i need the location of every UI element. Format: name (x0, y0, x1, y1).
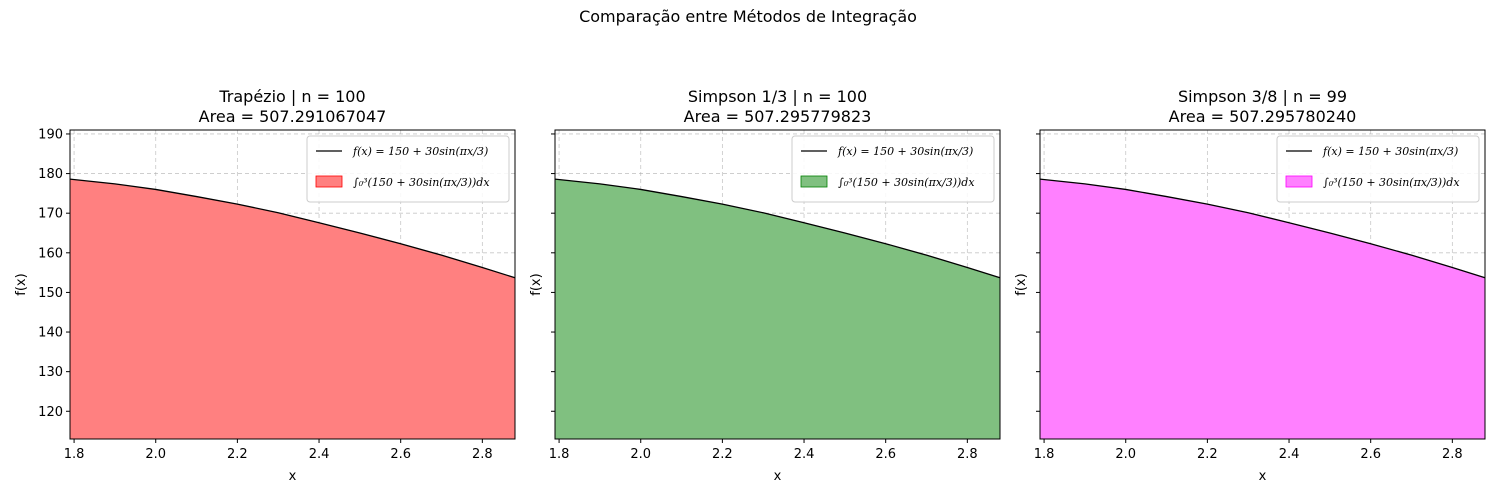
legend-box (791, 135, 995, 203)
y-axis-label: f(x) (14, 273, 29, 295)
x-tick-label: 2.8 (957, 447, 978, 462)
subplot-area-label: Area = 507.291067047 (199, 107, 387, 126)
integral-area (70, 179, 515, 439)
x-tick-label: 2.0 (1115, 447, 1136, 462)
y-tick-label: 140 (38, 326, 63, 341)
y-axis-label: f(x) (1014, 273, 1029, 295)
subplot-area-label: Area = 507.295780240 (1169, 107, 1357, 126)
x-tick-label: 2.8 (1442, 447, 1463, 462)
x-axis-label: x (1259, 469, 1267, 484)
legend-line-label: f(x) = 150 + 30sin(πx/3) (837, 145, 973, 158)
x-tick-label: 1.8 (1034, 447, 1055, 462)
subplot-title: Trapézio | n = 100 (218, 87, 365, 106)
x-tick-label: 1.8 (549, 447, 570, 462)
x-tick-label: 2.2 (227, 447, 248, 462)
x-tick-label: 2.2 (712, 447, 733, 462)
x-tick-label: 2.0 (630, 447, 651, 462)
x-tick-label: 1.8 (64, 447, 85, 462)
axes-frame (1039, 129, 1486, 440)
y-tick-label: 180 (38, 167, 63, 182)
function-curve (554, 178, 1001, 279)
legend-box (1276, 135, 1480, 203)
y-tick-label: 190 (38, 127, 63, 142)
legend-fill-label: ∫₀³(150 + 30sin(πx/3))dx (838, 176, 975, 189)
subplot-title: Simpson 1/3 | n = 100 (688, 87, 867, 106)
legend-fill-swatch (800, 175, 828, 188)
x-tick-label: 2.0 (145, 447, 166, 462)
integral-area (555, 179, 1000, 439)
legend-fill-swatch (315, 175, 343, 188)
subplot-area-label: Area = 507.295779823 (684, 107, 872, 126)
function-curve (69, 178, 516, 279)
legend-fill-label: ∫₀³(150 + 30sin(πx/3))dx (1323, 176, 1460, 189)
y-tick-label: 160 (38, 246, 63, 261)
y-tick-label: 120 (38, 405, 63, 420)
x-tick-label: 2.4 (794, 447, 815, 462)
legend-box (306, 135, 510, 203)
legend: f(x) = 150 + 30sin(πx/3) ∫₀³(150 + 30sin(… (306, 135, 510, 203)
legend-line-label: f(x) = 150 + 30sin(πx/3) (352, 145, 488, 158)
figure-title: Comparação entre Métodos de Integração (579, 7, 917, 26)
x-tick-label: 2.4 (1279, 447, 1300, 462)
subplot-title: Simpson 3/8 | n = 99 (1178, 87, 1347, 106)
x-tick-label: 2.6 (875, 447, 896, 462)
x-tick-label: 2.6 (1360, 447, 1381, 462)
y-tick-label: 170 (38, 207, 63, 222)
legend: f(x) = 150 + 30sin(πx/3) ∫₀³(150 + 30sin(… (791, 135, 995, 203)
x-tick-label: 2.2 (1197, 447, 1218, 462)
y-tick-label: 130 (38, 365, 63, 380)
legend-fill-swatch (1285, 175, 1313, 188)
axes-frame (69, 129, 516, 440)
y-axis-label: f(x) (529, 273, 544, 295)
integral-area (1040, 179, 1485, 439)
legend-line-label: f(x) = 150 + 30sin(πx/3) (1322, 145, 1458, 158)
legend-fill-label: ∫₀³(150 + 30sin(πx/3))dx (353, 176, 490, 189)
y-tick-label: 150 (38, 286, 63, 301)
function-curve (1039, 178, 1486, 279)
axes-frame (554, 129, 1001, 440)
x-axis-label: x (774, 469, 782, 484)
legend: f(x) = 150 + 30sin(πx/3) ∫₀³(150 + 30sin(… (1276, 135, 1480, 203)
x-tick-label: 2.6 (390, 447, 411, 462)
x-axis-label: x (289, 469, 297, 484)
x-tick-label: 2.8 (472, 447, 493, 462)
x-tick-label: 2.4 (309, 447, 330, 462)
